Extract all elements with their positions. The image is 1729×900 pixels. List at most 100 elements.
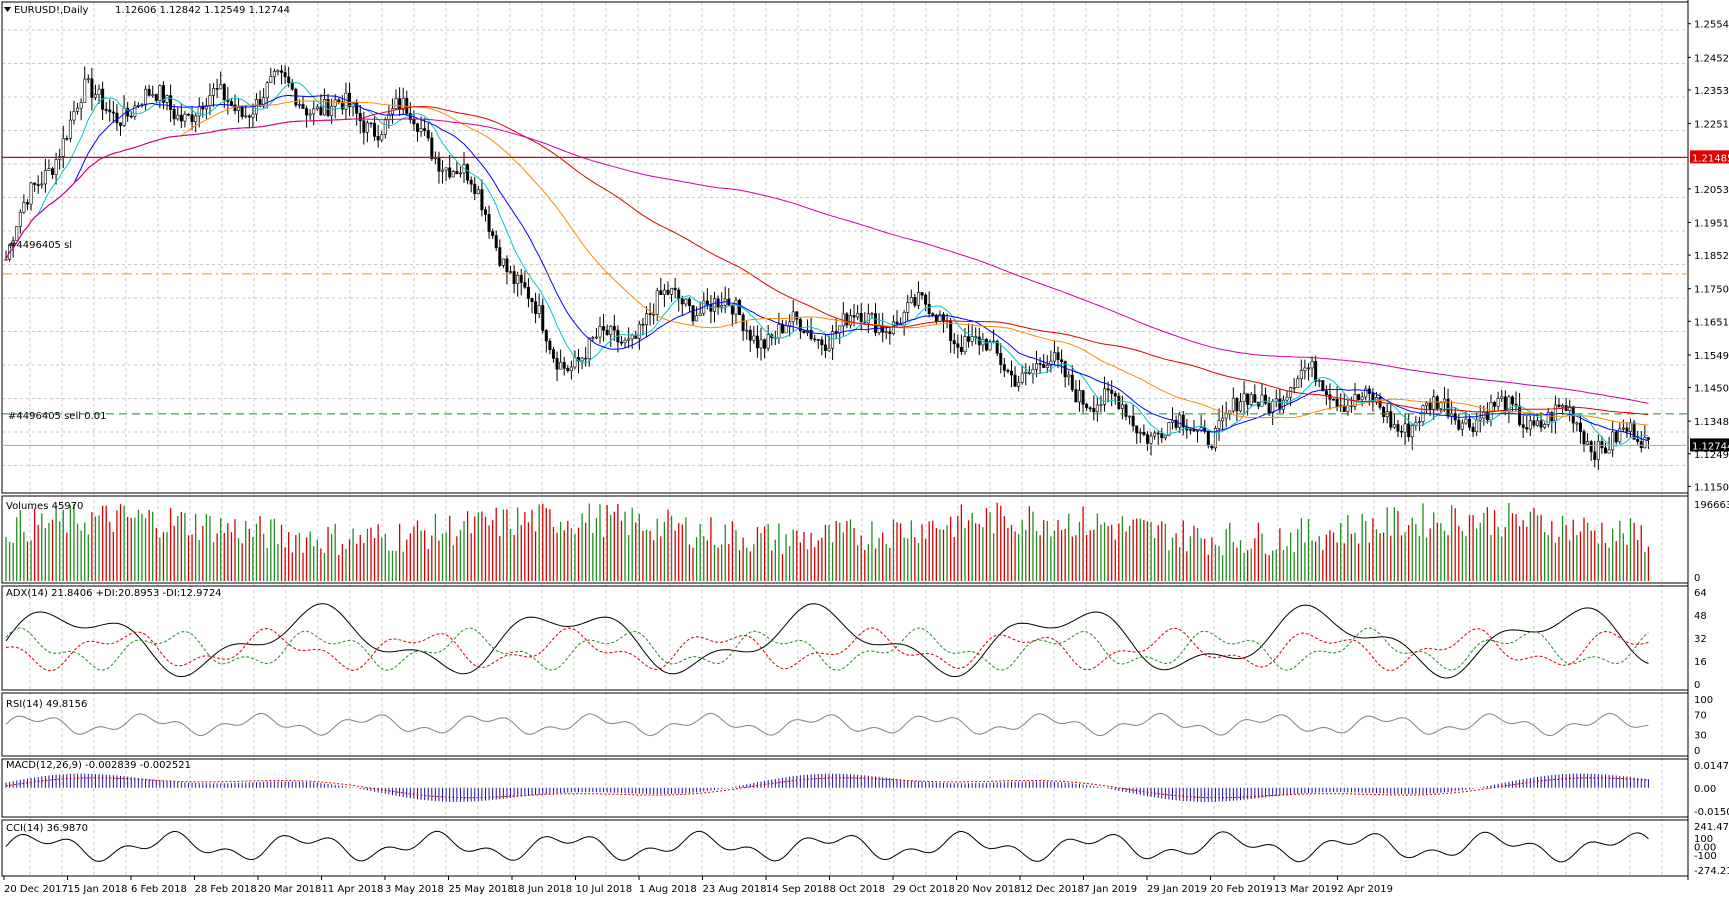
time-axis-label: 29 Oct 2018 <box>893 884 955 895</box>
candle-body <box>605 329 609 336</box>
candle-body <box>584 357 588 360</box>
candle-body <box>813 338 817 341</box>
panel-rsi-border <box>1 692 1689 757</box>
candle-body <box>784 325 788 334</box>
candle-body <box>1038 363 1042 365</box>
candle-body <box>305 108 309 116</box>
time-axis-label: 28 Feb 2018 <box>195 884 257 895</box>
candle-body <box>1403 423 1407 433</box>
candle-body <box>870 313 874 315</box>
candle-body <box>25 202 29 205</box>
candle-body <box>755 335 759 349</box>
indicator-axis-label: 0 <box>1694 746 1700 757</box>
time-axis-label: 6 Feb 2018 <box>131 884 187 895</box>
candle-body <box>791 311 795 323</box>
candle-body <box>179 114 183 122</box>
candle-body <box>276 70 280 73</box>
candle-body <box>1475 419 1479 433</box>
candle-body <box>1303 367 1307 371</box>
candle-body <box>204 105 208 110</box>
candle-body <box>380 134 384 141</box>
candle-body <box>777 324 781 338</box>
candle-body <box>362 120 366 133</box>
candle-body <box>1271 401 1275 414</box>
stop-loss-order-label[interactable]: #4496405 sl <box>8 240 72 251</box>
candle-body <box>1149 435 1153 444</box>
cci-label: CCI(14) 36.9870 <box>6 823 88 834</box>
candle-body <box>1317 380 1321 382</box>
candle-body <box>1400 430 1404 433</box>
cci-line <box>5 830 1649 863</box>
candle-body <box>108 109 112 113</box>
adx-label: ADX(14) 21.8406 +DI:20.8953 -DI:12.9724 <box>6 588 222 599</box>
candle-body <box>530 298 534 302</box>
candle-body <box>1435 396 1439 409</box>
indicator-axis-label: 64 <box>1694 588 1707 599</box>
candle-body <box>1231 397 1235 412</box>
candle-body <box>1106 388 1110 391</box>
candle-body <box>1636 439 1640 442</box>
candle-body <box>555 358 559 370</box>
panel-macd-border <box>1 758 1689 818</box>
indicator-panels[interactable] <box>5 502 1650 863</box>
adx-line <box>5 603 1649 679</box>
candle-body <box>161 85 165 103</box>
candle-body <box>1264 394 1268 404</box>
candle-body <box>594 336 598 339</box>
time-axis-label: 18 Jun 2018 <box>512 884 572 895</box>
candle-body <box>820 339 824 346</box>
candle-body <box>612 325 616 331</box>
candle-body <box>559 361 563 370</box>
candle-body <box>834 331 838 334</box>
candle-body <box>759 339 763 349</box>
candle-body <box>1142 431 1146 435</box>
candle-body <box>419 128 423 132</box>
sell-order-label[interactable]: #4496405 sell 0.01 <box>8 411 106 422</box>
candle-body <box>219 84 223 90</box>
candle-body <box>1578 422 1582 432</box>
candle-body <box>254 99 258 115</box>
candle-body <box>1485 412 1489 421</box>
candle-body <box>684 298 688 305</box>
time-axis-label: 8 Oct 2018 <box>830 884 885 895</box>
candle-body <box>1493 402 1497 407</box>
indicator-axis-label: -274.2133 <box>1694 866 1729 877</box>
candle-body <box>355 102 359 114</box>
candle-body <box>491 231 495 236</box>
candle-body <box>247 115 251 118</box>
candle-body <box>959 346 963 353</box>
candle-body <box>498 247 502 266</box>
candle-body <box>76 107 80 112</box>
candle-body <box>1188 429 1192 431</box>
indicator-axis-label: 70 <box>1694 710 1707 721</box>
time-axis[interactable]: 20 Dec 2017 15 Jan 2018 6 Feb 2018 28 Feb 2… <box>3 876 1393 895</box>
candle-body <box>197 106 201 117</box>
candle-body <box>122 107 126 126</box>
time-axis-label: 7 Jan 2019 <box>1084 884 1138 895</box>
candle-body <box>144 88 148 106</box>
price-panel[interactable] <box>2 65 1688 471</box>
indicator-axis-label: 100 <box>1694 695 1713 706</box>
candle-body <box>61 138 65 157</box>
candle-body <box>1124 404 1128 417</box>
candle-body <box>383 118 387 135</box>
candle-body <box>562 361 566 369</box>
candle-body <box>154 94 158 101</box>
candle-body <box>1596 441 1600 460</box>
candle-body <box>172 109 176 120</box>
indicator-axis-label: 241.4702 <box>1694 822 1729 833</box>
indicator-axis-label: 0 <box>1694 680 1700 691</box>
macd-signal-line <box>5 777 1649 799</box>
candle-body <box>262 97 266 107</box>
candle-body <box>430 137 434 160</box>
candle-body <box>1035 363 1039 370</box>
candle-body <box>222 84 226 101</box>
candle-body <box>627 338 631 341</box>
price-axis[interactable]: 1.25540 1.24520 1.23530 1.22510 1.21485 1.205… <box>1688 20 1729 494</box>
candle-body <box>29 182 33 205</box>
candle-body <box>623 339 627 344</box>
candle-body <box>895 321 899 324</box>
dropdown-triangle-icon[interactable] <box>4 7 11 12</box>
